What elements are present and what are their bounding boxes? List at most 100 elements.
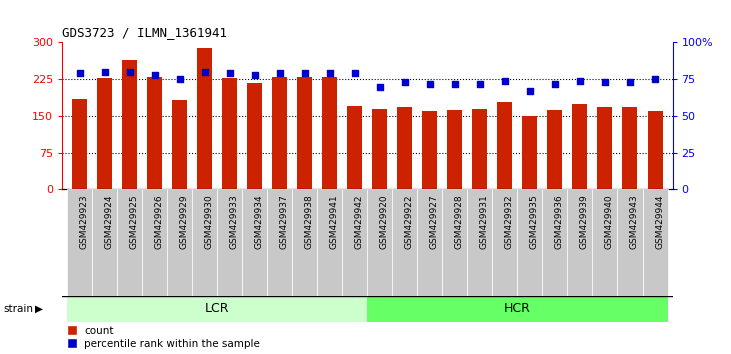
Point (424, 81, 436, 86)
Point (474, 81, 485, 86)
Point (624, 79, 636, 85)
Bar (398, 107, 412, 189)
Point (99, 69, 110, 75)
Bar (67, 189, 92, 296)
Point (349, 70, 360, 76)
Bar (117, 189, 143, 296)
Bar (317, 189, 342, 296)
Bar (342, 189, 367, 296)
Bar (372, 109, 387, 189)
Bar (97, 78, 112, 189)
Point (224, 70, 235, 76)
Point (249, 72, 261, 78)
Bar (173, 100, 187, 189)
Text: GSM429924: GSM429924 (105, 195, 113, 249)
Point (124, 69, 135, 75)
Text: ▶: ▶ (35, 304, 43, 314)
Bar (167, 189, 192, 296)
Point (324, 70, 336, 76)
Text: GSM429938: GSM429938 (305, 195, 314, 250)
Point (449, 81, 461, 86)
Bar (298, 77, 312, 189)
Text: GSM429943: GSM429943 (630, 195, 639, 249)
Point (399, 79, 411, 85)
Text: GSM429941: GSM429941 (330, 195, 338, 249)
Bar (122, 59, 137, 189)
Bar (472, 109, 488, 189)
Bar (592, 189, 618, 296)
Text: HCR: HCR (504, 302, 531, 315)
Bar (523, 116, 537, 189)
Bar (497, 102, 512, 189)
Bar (493, 189, 518, 296)
Point (649, 76, 661, 82)
Text: GSM429939: GSM429939 (580, 195, 589, 250)
Bar (242, 189, 268, 296)
Bar (217, 189, 242, 296)
Bar (542, 189, 567, 296)
Bar (247, 82, 262, 189)
Bar (648, 111, 662, 189)
Legend: count, percentile rank within the sample: count, percentile rank within the sample (67, 326, 260, 349)
Text: GSM429920: GSM429920 (380, 195, 389, 249)
Bar (417, 189, 442, 296)
Text: GDS3723 / ILMN_1361941: GDS3723 / ILMN_1361941 (62, 26, 227, 39)
Bar (222, 78, 238, 189)
Text: LCR: LCR (205, 302, 230, 315)
Bar (72, 99, 87, 189)
Text: strain: strain (4, 304, 34, 314)
Text: GSM429936: GSM429936 (555, 195, 564, 250)
Point (274, 70, 286, 76)
Text: GSM429931: GSM429931 (480, 195, 489, 250)
Bar (618, 189, 643, 296)
Text: GSM429944: GSM429944 (655, 195, 664, 249)
Bar (442, 189, 467, 296)
Point (149, 72, 161, 78)
Bar (447, 110, 463, 189)
Text: GSM429928: GSM429928 (455, 195, 464, 249)
Bar (92, 189, 117, 296)
Point (524, 88, 536, 94)
Bar (67, 296, 367, 322)
Bar (393, 189, 417, 296)
Text: GSM429922: GSM429922 (405, 195, 414, 249)
Text: GSM429923: GSM429923 (80, 195, 88, 249)
Point (299, 70, 311, 76)
Bar (192, 189, 217, 296)
Bar (597, 107, 613, 189)
Text: GSM429927: GSM429927 (430, 195, 439, 249)
Bar (548, 110, 562, 189)
Bar (197, 48, 212, 189)
Text: GSM429940: GSM429940 (605, 195, 614, 249)
Bar (292, 189, 317, 296)
Point (74, 70, 86, 76)
Bar (518, 189, 542, 296)
Text: GSM429930: GSM429930 (205, 195, 213, 250)
Text: GSM429929: GSM429929 (180, 195, 189, 249)
Bar (147, 77, 162, 189)
Bar (143, 189, 167, 296)
Text: GSM429932: GSM429932 (505, 195, 514, 249)
Text: GSM429937: GSM429937 (280, 195, 289, 250)
Point (199, 69, 211, 75)
Bar (467, 189, 493, 296)
Text: GSM429942: GSM429942 (355, 195, 364, 249)
Bar (347, 106, 363, 189)
Point (174, 76, 186, 82)
Bar (567, 189, 592, 296)
Bar (272, 77, 287, 189)
Point (599, 79, 611, 85)
Bar (268, 189, 292, 296)
Bar (367, 296, 667, 322)
Bar (643, 189, 667, 296)
Bar (367, 189, 393, 296)
Point (549, 81, 561, 86)
Bar (623, 107, 637, 189)
Bar (572, 104, 588, 189)
Point (499, 78, 511, 84)
Point (374, 84, 386, 89)
Point (574, 78, 586, 84)
Bar (423, 111, 437, 189)
Text: GSM429925: GSM429925 (129, 195, 139, 249)
Bar (322, 77, 337, 189)
